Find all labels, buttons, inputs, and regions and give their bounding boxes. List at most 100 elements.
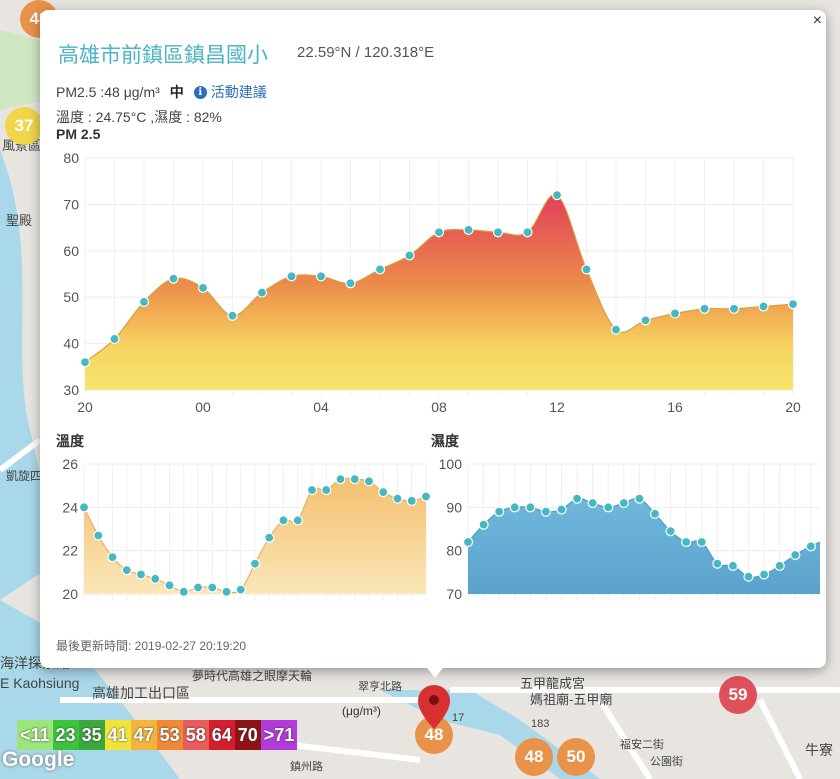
data-point[interactable] [249, 558, 261, 569]
data-point[interactable] [634, 493, 645, 504]
y-tick-label: 60 [63, 243, 79, 259]
data-point[interactable] [392, 493, 403, 504]
data-point[interactable] [93, 530, 104, 541]
data-point[interactable] [138, 296, 150, 307]
data-point[interactable] [669, 308, 681, 319]
data-point[interactable] [335, 474, 346, 485]
data-point[interactable] [286, 271, 297, 282]
data-point[interactable] [178, 586, 189, 597]
data-point[interactable] [278, 515, 289, 526]
data-point[interactable] [107, 552, 118, 563]
station-title: 高雄市前鎮區鎮昌國小 [58, 44, 268, 67]
data-point[interactable] [227, 310, 238, 321]
data-point[interactable] [603, 502, 614, 513]
data-point[interactable] [109, 333, 120, 345]
data-point[interactable] [805, 541, 816, 552]
data-point[interactable] [610, 324, 622, 335]
data-point[interactable] [192, 582, 204, 593]
y-tick-label: 50 [63, 289, 79, 305]
data-point[interactable] [433, 227, 445, 238]
x-tick-label: 20 [785, 399, 801, 415]
x-tick-label: 20 [77, 399, 93, 415]
data-point[interactable] [406, 495, 417, 506]
data-point[interactable] [640, 315, 651, 326]
data-point[interactable] [404, 250, 415, 261]
data-point[interactable] [197, 282, 209, 294]
data-point[interactable] [121, 565, 132, 576]
data-point[interactable] [168, 273, 179, 284]
data-point[interactable] [712, 558, 723, 569]
data-point[interactable] [135, 569, 147, 580]
data-point[interactable] [787, 299, 799, 310]
pm-legend: <11 23 35 41 47 53 58 64 70 >71 [17, 720, 298, 750]
map-label-1: E Kaohsiung [0, 675, 79, 691]
legend-item: 47 [130, 720, 157, 750]
data-point[interactable] [758, 569, 770, 580]
data-point[interactable] [463, 224, 474, 236]
data-point[interactable] [649, 508, 661, 519]
data-point[interactable] [618, 497, 629, 509]
data-point[interactable] [349, 474, 360, 485]
data-point[interactable] [522, 227, 533, 238]
data-point[interactable] [363, 476, 375, 487]
data-point[interactable] [494, 506, 505, 517]
data-point[interactable] [420, 491, 432, 502]
data-point[interactable] [256, 287, 268, 298]
data-point[interactable] [728, 303, 740, 314]
data-point[interactable] [696, 536, 707, 548]
data-point[interactable] [492, 227, 504, 238]
map-label-10: 聖殿 [6, 213, 32, 228]
road-5 [757, 698, 803, 779]
temperature-chart: 20 22 24 26 [62, 456, 432, 602]
data-point[interactable] [315, 271, 327, 282]
data-point[interactable] [540, 506, 552, 517]
data-point[interactable] [374, 264, 386, 275]
station-marker[interactable]: 37 [5, 107, 43, 145]
info-icon[interactable]: i [193, 85, 207, 99]
data-point[interactable] [292, 515, 303, 526]
data-point[interactable] [79, 357, 91, 368]
data-point[interactable] [743, 571, 754, 582]
data-point[interactable] [727, 560, 739, 571]
station-marker[interactable]: 48 [515, 738, 553, 776]
data-point[interactable] [264, 532, 275, 543]
data-point[interactable] [556, 504, 567, 515]
data-point[interactable] [150, 573, 161, 584]
data-point[interactable] [478, 519, 489, 530]
data-point[interactable] [321, 484, 332, 496]
station-marker[interactable]: 59 [719, 676, 757, 714]
area-fill [468, 498, 820, 594]
activity-advice-link[interactable]: 活動建議 [210, 84, 267, 100]
data-point[interactable] [78, 502, 90, 513]
map-pin-icon[interactable] [418, 685, 450, 729]
map-label-13: 鎮州路 [290, 759, 323, 773]
data-point[interactable] [235, 584, 246, 595]
data-point[interactable] [164, 580, 175, 591]
data-point[interactable] [207, 582, 218, 593]
data-point[interactable] [509, 502, 520, 513]
data-point[interactable] [345, 278, 356, 289]
data-point[interactable] [462, 536, 474, 548]
legend-item: 58 [182, 720, 209, 750]
data-point[interactable] [525, 502, 536, 513]
data-point[interactable] [571, 493, 583, 504]
data-point[interactable] [378, 487, 389, 498]
station-marker[interactable]: 50 [557, 738, 595, 776]
data-point[interactable] [221, 586, 232, 597]
y-tick-label: 20 [62, 586, 78, 602]
data-point[interactable] [581, 264, 592, 275]
y-tick-label: 40 [63, 336, 79, 352]
data-point[interactable] [790, 549, 801, 561]
data-point[interactable] [551, 190, 563, 201]
data-point[interactable] [681, 536, 692, 548]
data-point[interactable] [699, 303, 710, 314]
data-point[interactable] [758, 301, 769, 312]
y-tick-label: 90 [446, 499, 462, 515]
y-tick-label: 24 [62, 499, 78, 515]
close-icon[interactable]: × [812, 12, 822, 29]
y-tick-label: 100 [439, 456, 463, 472]
data-point[interactable] [665, 526, 676, 537]
data-point[interactable] [306, 484, 318, 496]
data-point[interactable] [774, 560, 785, 571]
data-point[interactable] [587, 497, 598, 509]
